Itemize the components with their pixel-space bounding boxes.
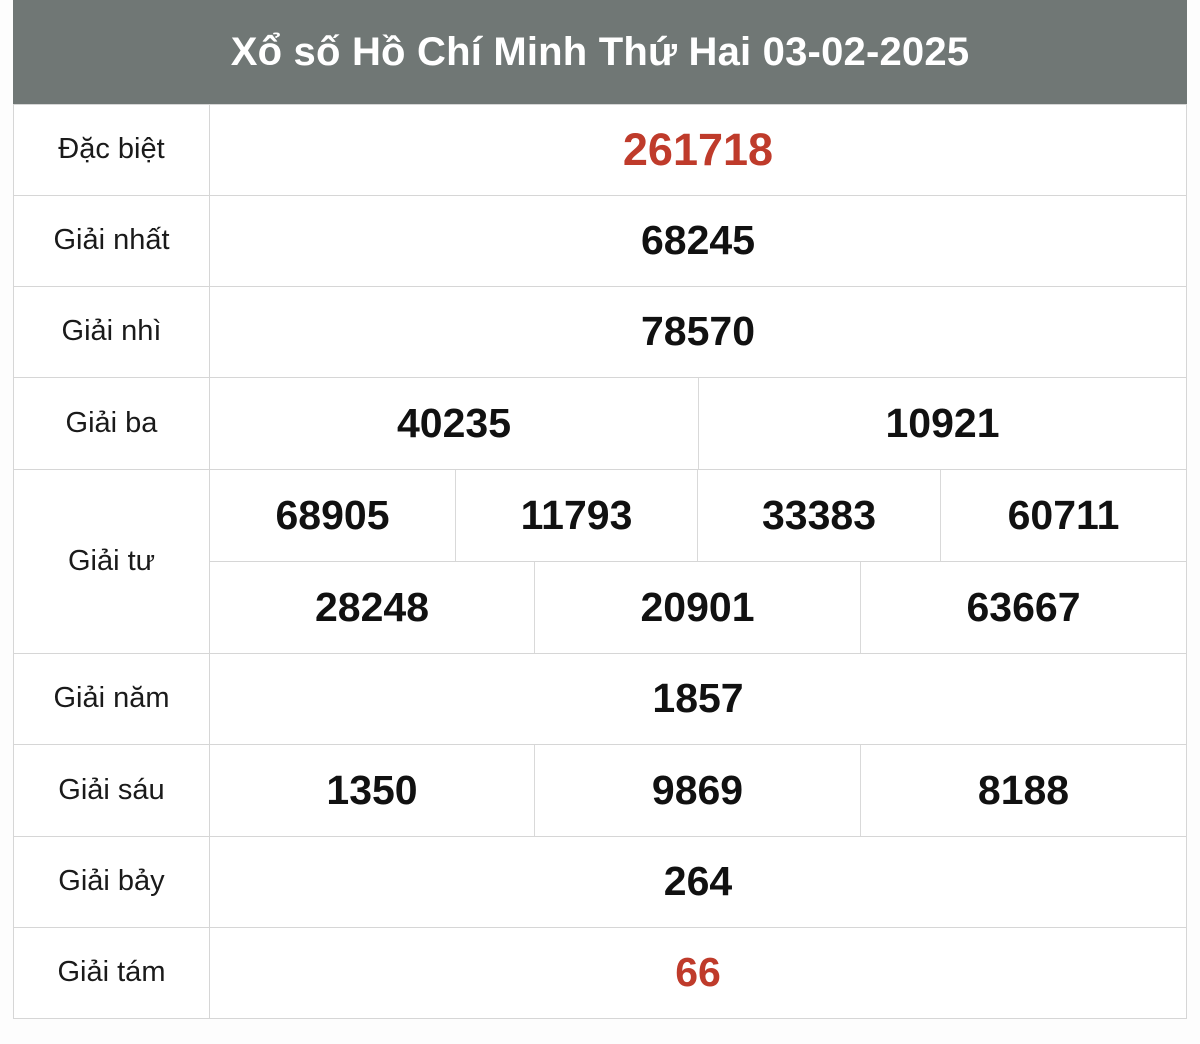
table-row: Giải bảy 264	[13, 836, 1187, 928]
prize-label-giai-nhi: Giải nhì	[13, 286, 210, 378]
prize-value-cell: 10921	[885, 400, 1000, 446]
prize-value-cell: 1350	[210, 745, 535, 836]
prize-values-giai-tu-row1: 68905 11793 33383 60711	[209, 469, 1187, 562]
prize-value-cell: 33383	[698, 470, 941, 561]
prize-value-cell: 20901	[535, 562, 861, 653]
prize-label-giai-sau: Giải sáu	[13, 744, 210, 837]
prize-value-cell: 9869	[535, 745, 861, 836]
table-row: Giải tám 66	[13, 927, 1187, 1019]
prize-value-cell: 63667	[966, 584, 1081, 630]
prize-value-dac-biet: 261718	[209, 104, 1187, 196]
table-row: 28248 20901 63667	[14, 561, 1187, 654]
prize-label-dac-biet: Đặc biệt	[13, 104, 210, 196]
page-header: Xổ số Hồ Chí Minh Thứ Hai 03-02-2025	[13, 0, 1187, 104]
prize-value-cell: 60711	[1007, 492, 1120, 538]
table-row: Giải tư 68905 11793 33383 60711	[13, 469, 1187, 654]
lottery-results-table: Đặc biệt 261718 Giải nhất 68245 Giải nhì…	[13, 104, 1187, 1019]
prize-values-giai-ba: 40235 10921	[209, 377, 1187, 470]
prize-label-giai-bay: Giải bảy	[13, 836, 210, 928]
prize-value-cell: 8188	[977, 767, 1070, 813]
prize-label-giai-tam: Giải tám	[13, 927, 210, 1019]
prize-value-giai-nam: 1857	[209, 653, 1187, 745]
prize-label-giai-ba: Giải ba	[13, 377, 210, 470]
prize-value-giai-tam: 66	[209, 927, 1187, 1019]
table-row: Giải nhất 68245	[13, 195, 1187, 287]
prize-value-giai-nhi: 78570	[209, 286, 1187, 378]
table-row: Giải năm 1857	[13, 653, 1187, 745]
prize-value-cell: 68905	[210, 470, 456, 561]
prize-value-cell: 28248	[210, 562, 535, 653]
prize-values-giai-sau: 1350 9869 8188	[209, 744, 1187, 837]
prize-label-giai-nam: Giải năm	[13, 653, 210, 745]
prize-label-giai-nhat: Giải nhất	[13, 195, 210, 287]
table-row: Đặc biệt 261718	[13, 104, 1187, 196]
prize-value-giai-bay: 264	[209, 836, 1187, 928]
page-title: Xổ số Hồ Chí Minh Thứ Hai 03-02-2025	[230, 29, 970, 74]
prize-label-giai-tu: Giải tư	[13, 469, 210, 654]
prize-values-giai-tu-row2: 28248 20901 63667	[209, 561, 1187, 654]
table-row: Giải ba 40235 10921	[13, 377, 1187, 470]
prize-value-cell: 11793	[456, 470, 698, 561]
table-row: Giải sáu 1350 9869 8188	[13, 744, 1187, 837]
table-row: Giải nhì 78570	[13, 286, 1187, 378]
prize-value-giai-nhat: 68245	[209, 195, 1187, 287]
prize-value-cell: 40235	[210, 378, 699, 469]
